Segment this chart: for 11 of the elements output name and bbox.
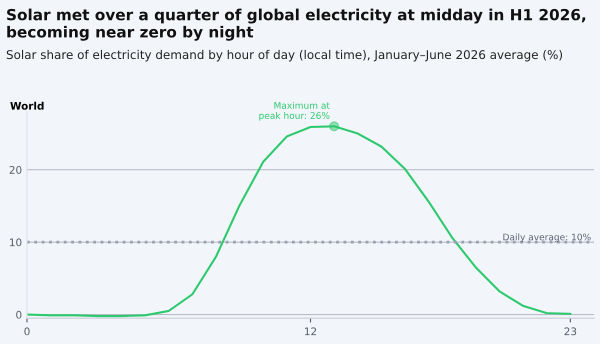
y-axis-title: World (10, 102, 44, 110)
y-tick-label: 0 (16, 310, 22, 319)
x-tick-label: 12 (305, 327, 316, 336)
x-tick-label: 0 (24, 327, 30, 336)
chart-subtitle: Solar share of electricity demand by hour of day (local time), January–June 2026 average (%) (6, 50, 562, 62)
annotation: Maximum at peak hour: 26% (259, 102, 330, 121)
y-tick-label: 20 (10, 166, 22, 174)
y-tick-label: 10 (10, 238, 22, 246)
chart-title: Solar met over a quarter of global electricity at midday in H1 2026, becoming near zero by night (7, 8, 586, 41)
ref-line-label: Daily average: 10% (503, 233, 591, 242)
x-tick-label: 23 (564, 327, 576, 336)
